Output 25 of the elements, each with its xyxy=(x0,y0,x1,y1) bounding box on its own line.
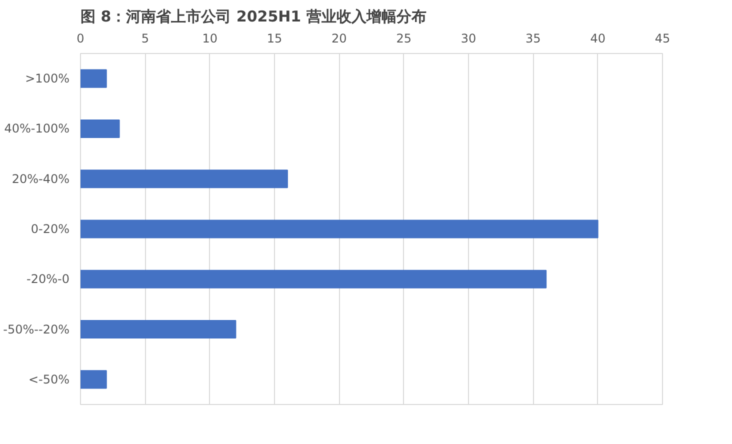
x-tick-label: 0 xyxy=(76,32,84,46)
bar xyxy=(80,69,107,88)
x-tick-label: 10 xyxy=(202,32,218,46)
bar xyxy=(80,370,107,389)
x-tick-label: 30 xyxy=(460,32,476,46)
bar xyxy=(80,320,236,339)
bar xyxy=(80,270,547,288)
x-tick-label: 25 xyxy=(396,32,412,46)
x-tick-label: 5 xyxy=(141,32,149,46)
x-tick-label: 15 xyxy=(266,32,282,46)
y-tick-label: <-50% xyxy=(28,372,70,386)
x-tick-label: 40 xyxy=(590,32,606,46)
y-tick-label: 40%-100% xyxy=(4,122,70,136)
y-tick-label: 20%-40% xyxy=(12,172,70,186)
bar xyxy=(80,220,598,238)
x-tick-label: 45 xyxy=(654,32,670,46)
y-tick-label: -20%-0 xyxy=(26,272,70,286)
y-tick-label: 0-20% xyxy=(30,222,70,236)
y-tick-label: >100% xyxy=(25,72,70,86)
x-tick-label: 20 xyxy=(332,32,347,46)
y-tick-label: -50%--20% xyxy=(3,322,70,336)
bar xyxy=(80,119,120,138)
bar xyxy=(80,170,288,188)
chart-title: 图 8：河南省上市公司 2025H1 营业收入增幅分布 xyxy=(80,8,426,26)
x-tick-label: 35 xyxy=(526,32,541,46)
